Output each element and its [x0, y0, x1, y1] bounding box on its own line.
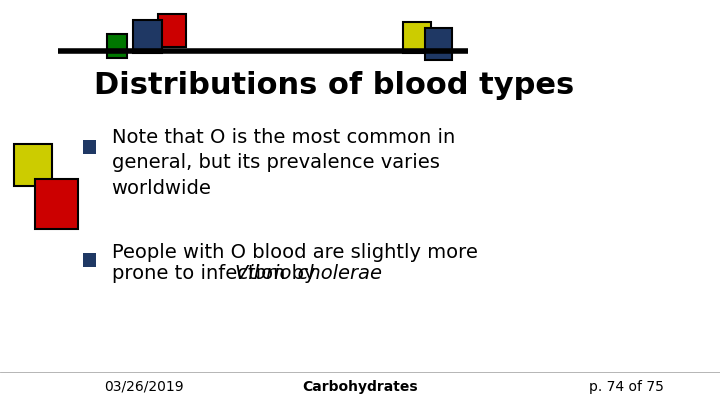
Text: Distributions of blood types: Distributions of blood types — [94, 71, 574, 100]
Bar — [158, 14, 186, 47]
Bar — [133, 20, 162, 53]
Text: prone to infection by: prone to infection by — [112, 264, 321, 283]
Text: People with O blood are slightly more: People with O blood are slightly more — [112, 243, 477, 262]
Bar — [107, 34, 127, 58]
Text: Note that O is the most common in
general, but its prevalence varies
worldwide: Note that O is the most common in genera… — [112, 128, 455, 198]
Bar — [403, 22, 431, 53]
Bar — [14, 144, 52, 186]
Bar — [425, 28, 452, 60]
Bar — [83, 253, 96, 267]
Text: Vibrio cholerae: Vibrio cholerae — [235, 264, 382, 283]
Bar — [83, 140, 96, 154]
Text: Carbohydrates: Carbohydrates — [302, 380, 418, 394]
Text: 03/26/2019: 03/26/2019 — [104, 380, 184, 394]
Bar — [35, 179, 78, 229]
Text: p. 74 of 75: p. 74 of 75 — [589, 380, 664, 394]
